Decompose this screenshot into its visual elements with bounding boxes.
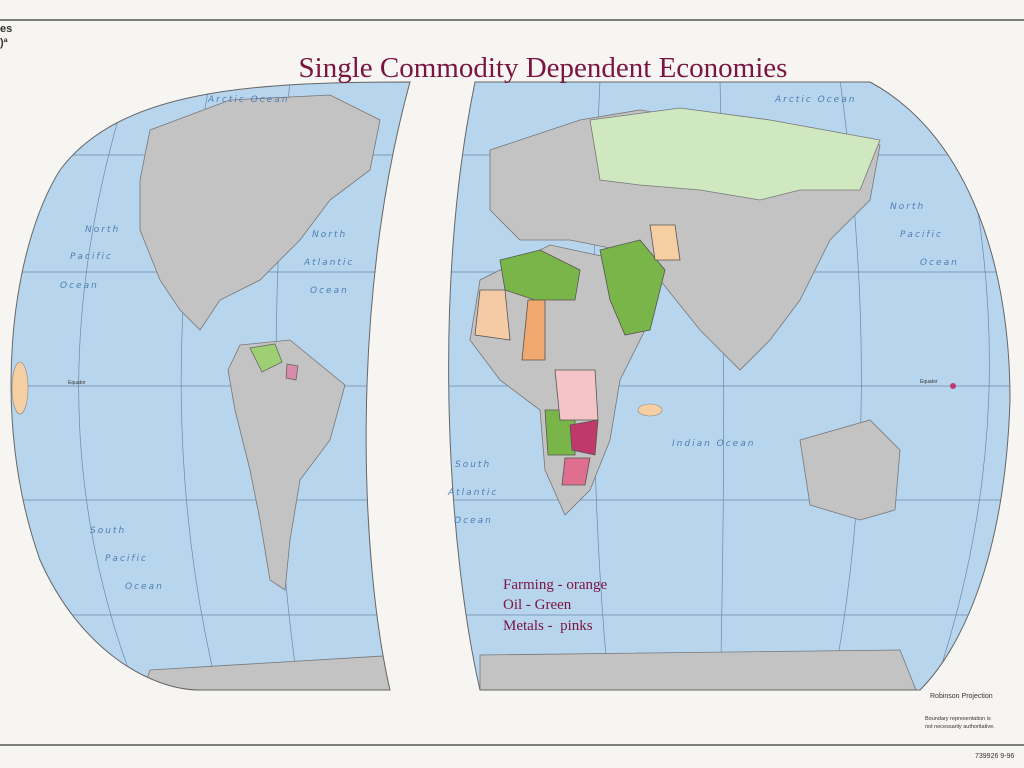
legend-item: Oil - Green (503, 597, 572, 613)
ocean-label: Pacific (105, 554, 148, 564)
ocean-label: Atlantic (447, 488, 498, 498)
corner-fragment: )ª (0, 37, 9, 49)
legend-item: Metals - pinks (503, 618, 593, 634)
map-left (11, 82, 410, 690)
corner-fragment: es (0, 23, 12, 35)
ocean-label: Arctic Ocean (207, 95, 289, 105)
ocean-label: South (90, 526, 126, 536)
lobe-outline (448, 81, 1011, 691)
ocean-label: Arctic Ocean (774, 95, 856, 105)
ocean-label: Ocean (310, 286, 349, 296)
projection-note: Robinson Projection (930, 693, 993, 700)
legend-item: Farming - orange (503, 577, 607, 593)
ocean-label: Ocean (125, 582, 164, 592)
ocean-label: North (312, 230, 347, 240)
ocean-label: North (85, 225, 120, 235)
ocean-label: Pacific (900, 230, 943, 240)
ocean-label: North (890, 202, 925, 212)
map-code: 739926 9-96 (975, 753, 1014, 760)
ocean-label: Indian Ocean (672, 439, 755, 449)
ocean-label: Ocean (920, 258, 959, 268)
slide-title: Single Commodity Dependent Economies (299, 52, 788, 84)
disclaimer: Boundary representation is (925, 716, 991, 722)
equator-label: Equator (920, 379, 938, 385)
equator-label: Equator (68, 380, 86, 386)
ocean-label: South (455, 460, 491, 470)
map-right (448, 82, 1010, 690)
ocean-label: Ocean (454, 516, 493, 526)
disclaimer: not necessarily authoritative. (925, 724, 995, 730)
ocean-label: Atlantic (303, 258, 354, 268)
ocean-label: Ocean (60, 281, 99, 291)
ocean-label: Pacific (70, 252, 113, 262)
lobe-outline (10, 81, 411, 691)
